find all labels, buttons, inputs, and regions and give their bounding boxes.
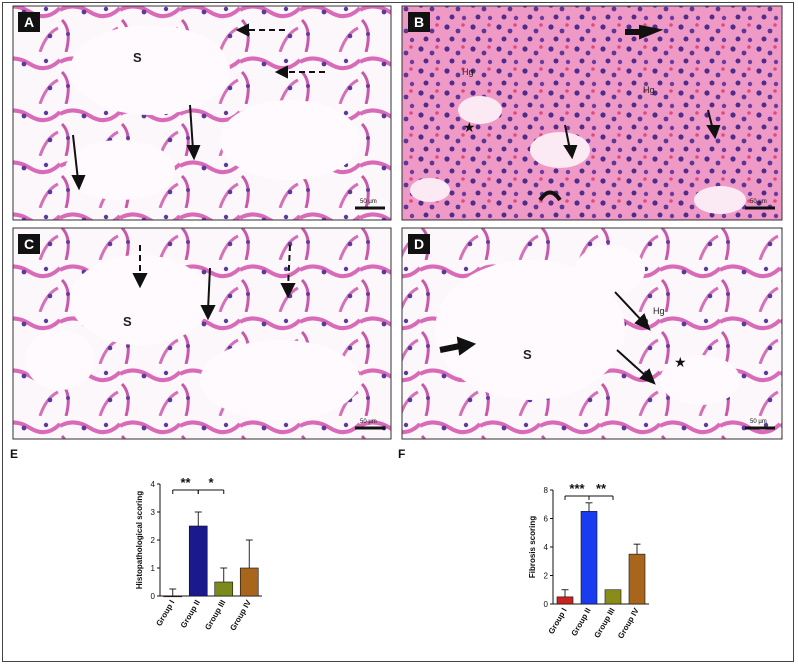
chart-f-y-tick-label-4: 8 — [544, 486, 549, 495]
panel-b-arrows — [538, 24, 721, 202]
chart-e-bar-3 — [239, 567, 259, 597]
chart-e-y-tick-label-1: 1 — [151, 564, 156, 573]
panel-c-letter-box — [18, 234, 40, 254]
chart-e-bar-1 — [188, 525, 208, 597]
chart-e-panel-label: E — [10, 447, 18, 461]
chart-f-sig-label-1: ** — [596, 481, 607, 496]
chart-e-y-axis-label: Histopathological scoring — [135, 491, 144, 589]
chart-e-x-tick-label-3: Group IV — [228, 598, 253, 632]
chart-e-y-tick-label-2: 2 — [151, 536, 156, 545]
panel-d-letter: D — [414, 236, 424, 252]
chart-f-y-tick-label-0: 0 — [544, 600, 549, 609]
chart-f-x-tick-label-1: Group II — [570, 607, 593, 638]
panel-a-letter: A — [24, 14, 34, 30]
panel-b-label-hg-2: Hg — [643, 85, 655, 95]
panel-a: A S 50 µm — [12, 5, 392, 221]
chart-e-bar-2 — [214, 581, 234, 597]
chart-f-panel-label: F — [398, 447, 405, 461]
panel-a-letter-box — [18, 12, 40, 32]
panel-d-arrows — [439, 291, 656, 385]
panel-b-letter-box — [408, 12, 430, 32]
panel-b-label-hg-1: Hg — [462, 67, 474, 77]
chart-e-sig-label-0: ** — [180, 475, 191, 490]
panel-a-scale-text: 50 µm — [360, 199, 377, 205]
chart-f-bar-0 — [556, 596, 574, 605]
panel-d-label-hg: Hg — [653, 306, 665, 316]
chart-e-y-tick-label-0: 0 — [151, 592, 156, 601]
panel-c-label-s: S — [123, 314, 132, 329]
panel-b: B Hg Hg ★ 50 µm — [401, 5, 783, 221]
chart-e-bar-0 — [163, 595, 183, 598]
chart-f-sig-label-0: *** — [569, 481, 585, 496]
panel-d-scale-text: 50 µm — [750, 419, 767, 425]
chart-e-y-tick-label-4: 4 — [151, 480, 156, 489]
chart-e-sig-label-1: * — [208, 475, 214, 490]
panel-d-label-s: S — [523, 347, 532, 362]
panel-a-arrows — [71, 23, 325, 191]
panel-c-arrows — [132, 244, 296, 321]
chart-f-y-tick-label-3: 6 — [544, 515, 549, 524]
panel-c-letter: C — [24, 236, 34, 252]
chart-f-bar-3 — [628, 553, 646, 605]
chart-f-x-tick-label-2: Group III — [592, 607, 616, 640]
chart-f-y-tick-label-1: 2 — [544, 572, 549, 581]
panel-c-scale-text: 50 µm — [360, 419, 377, 425]
chart-e-x-tick-label-2: Group III — [203, 599, 227, 632]
panel-b-scale-text: 50 µm — [750, 199, 767, 205]
panel-b-star: ★ — [463, 119, 476, 135]
panel-d: D S Hg ★ 50 µm — [401, 227, 783, 440]
chart-f-x-tick-label-3: Group IV — [616, 606, 641, 640]
panel-b-letter: B — [414, 14, 424, 30]
panel-d-letter-box — [408, 234, 430, 254]
panel-d-star: ★ — [674, 354, 687, 370]
chart-f-x-tick-label-0: Group I — [547, 607, 569, 636]
chart-e-x-tick-label-0: Group I — [154, 599, 176, 628]
chart-e-x-tick-label-1: Group II — [179, 599, 202, 630]
chart-f-y-axis-label: Fibrosis scoring — [528, 516, 537, 578]
panel-c: C S 50 µm — [12, 227, 392, 440]
chart-f-bar-2 — [604, 589, 622, 605]
panel-a-label-s: S — [133, 50, 142, 65]
chart-e-y-tick-label-3: 3 — [151, 508, 156, 517]
chart-f-y-tick-label-2: 4 — [544, 543, 549, 552]
chart-f-bar-1 — [580, 511, 598, 605]
